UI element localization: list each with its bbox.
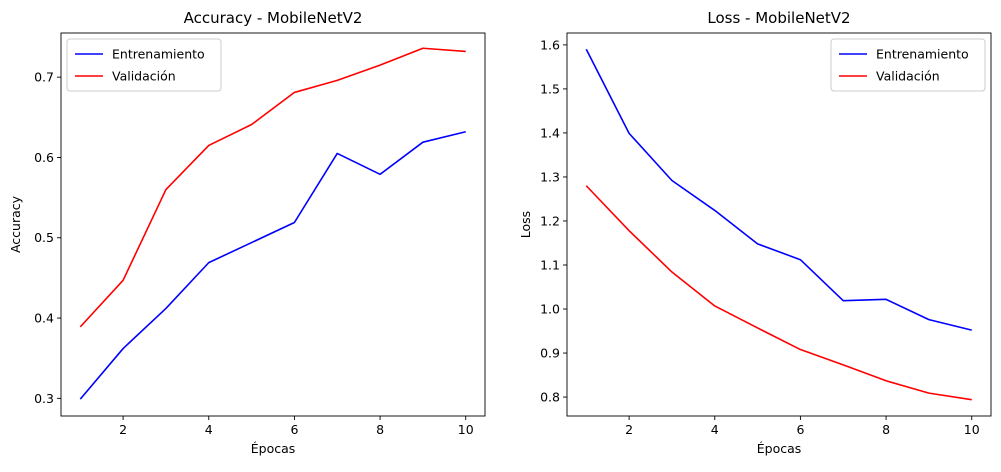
loss-x-axis-label: Épocas [757,441,802,456]
loss-x-tick-label: 10 [964,422,980,437]
accuracy-legend-label: Validación [112,69,176,84]
accuracy-y-tick-label: 0.4 [34,311,54,326]
loss-x-tick-label: 8 [882,422,890,437]
loss-y-tick-label: 1.1 [540,258,560,273]
accuracy-y-tick-label: 0.7 [34,70,54,85]
loss-legend-label: Entrenamiento [876,47,969,62]
accuracy-chart-panel: Accuracy - MobileNetV2 2 4 6 8 10 0.3 0.4 0.5 0.6… [8,9,486,456]
accuracy-x-tick-label: 2 [119,422,127,437]
loss-y-tick-label: 0.8 [540,390,560,405]
loss-y-tick-label: 1.0 [540,302,560,317]
accuracy-y-tick-label: 0.3 [34,391,54,406]
loss-chart-title: Loss - MobileNetV2 [707,9,850,27]
accuracy-plot-frame [60,32,486,417]
accuracy-y-axis-label: Accuracy [8,195,23,253]
loss-x-tick-label: 4 [711,422,719,437]
loss-y-tick-label: 1.4 [540,125,560,140]
loss-legend-label: Validación [876,69,940,84]
accuracy-series-line-entrenamiento [79,130,466,400]
accuracy-legend-label: Entrenamiento [112,47,205,62]
loss-legend-box [830,38,986,92]
accuracy-legend-box [66,38,222,92]
accuracy-x-tick-label: 4 [205,422,213,437]
loss-legend: Entrenamiento Validación [830,38,986,92]
loss-chart-panel: Loss - MobileNetV2 2 4 6 8 10 0.8 0.9 1.0 1.1 1.2 1… [518,9,992,456]
accuracy-chart-title: Accuracy - MobileNetV2 [184,9,363,27]
accuracy-x-tick-label: 6 [290,422,298,437]
loss-x-tick-label: 6 [796,422,804,437]
accuracy-x-axis-label: Épocas [251,441,296,456]
accuracy-x-tick-label: 10 [458,422,474,437]
accuracy-series-line-validacion [79,47,466,328]
loss-x-tick-label: 2 [625,422,633,437]
loss-y-tick-label: 1.5 [540,81,560,96]
loss-y-axis-label: Loss [518,211,533,238]
accuracy-y-tick-label: 0.5 [34,230,54,245]
loss-series-line-entrenamiento [585,48,972,331]
loss-plot-frame [566,32,992,417]
loss-y-tick-label: 1.2 [540,213,560,228]
accuracy-x-tick-label: 8 [376,422,384,437]
accuracy-y-tick-label: 0.6 [34,150,54,165]
loss-y-tick-label: 1.3 [540,169,560,184]
loss-series-line-validacion [585,185,972,401]
accuracy-legend: Entrenamiento Validación [66,38,222,92]
loss-y-tick-label: 0.9 [540,346,560,361]
loss-y-tick-label: 1.6 [540,37,560,52]
